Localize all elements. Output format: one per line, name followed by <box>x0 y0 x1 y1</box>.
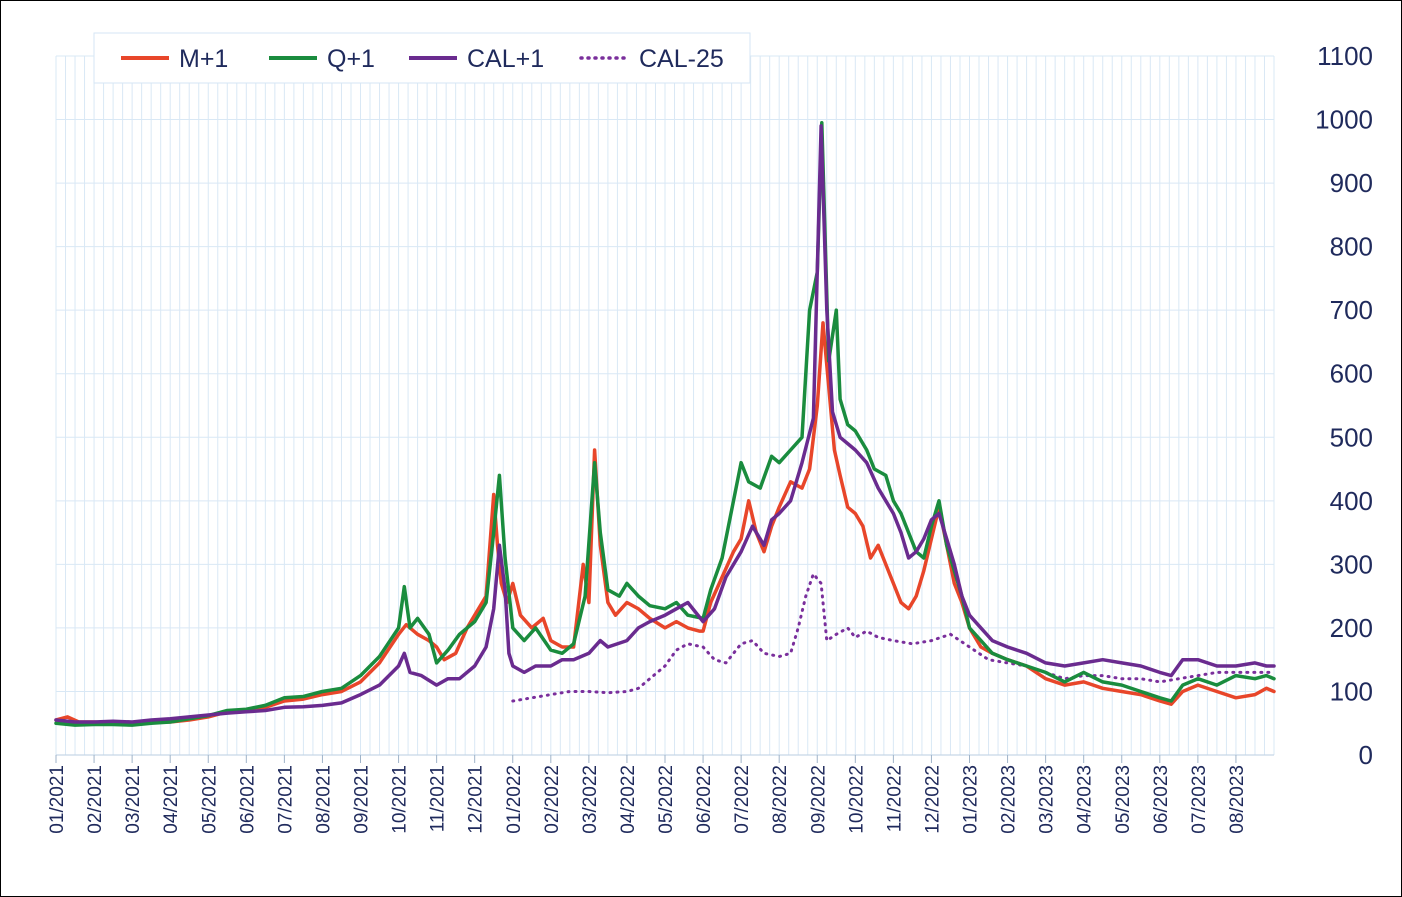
x-tick-label: 10/2021 <box>390 765 411 834</box>
x-tick-label: 11/2021 <box>428 765 449 832</box>
y-tick-label: 400 <box>1330 486 1373 516</box>
x-tick-label: 12/2022 <box>922 765 943 834</box>
x-tick-label: 03/2021 <box>123 765 144 834</box>
legend-label: CAL+1 <box>467 45 544 73</box>
y-tick-label: 1100 <box>1317 41 1373 71</box>
x-tick-label: 10/2022 <box>846 765 867 834</box>
legend-label: CAL-25 <box>639 45 724 73</box>
x-tick-label: 05/2021 <box>199 765 220 834</box>
x-tick-label: 02/2021 <box>85 765 106 834</box>
x-tick-label: 07/2021 <box>275 765 296 834</box>
x-tick-label: 01/2022 <box>504 765 525 834</box>
x-tick-label: 07/2023 <box>1189 765 1210 834</box>
y-tick-label: 800 <box>1330 232 1373 262</box>
x-tick-label: 04/2023 <box>1075 765 1096 834</box>
x-tick-label: 08/2023 <box>1227 765 1248 834</box>
series-line-cal-25 <box>511 572 1276 703</box>
x-tick-label: 01/2023 <box>961 765 982 834</box>
x-tick-label: 01/2021 <box>47 765 68 834</box>
x-tick-label: 02/2022 <box>542 765 563 834</box>
x-tick-label: 05/2022 <box>656 765 677 834</box>
legend-label: M+1 <box>179 45 228 73</box>
legend-label: Q+1 <box>327 45 375 73</box>
x-tick-label: 07/2022 <box>732 765 753 834</box>
x-axis: 01/2021 02/2021 03/2021 04/2021 05/2021 06/20… <box>47 755 1248 834</box>
x-tick-label: 03/2022 <box>580 765 601 834</box>
y-tick-label: 900 <box>1330 168 1373 198</box>
x-tick-label: 09/2021 <box>352 765 373 834</box>
x-tick-label: 09/2022 <box>808 765 829 834</box>
y-tick-label: 700 <box>1330 295 1373 325</box>
x-tick-label: 12/2021 <box>466 765 487 834</box>
series-line-m-1 <box>54 321 1276 725</box>
y-tick-label: 1000 <box>1315 105 1373 135</box>
x-tick-label: 02/2023 <box>999 765 1020 834</box>
x-tick-label: 04/2022 <box>618 765 639 834</box>
chart-grid <box>55 55 1275 756</box>
y-tick-label: 0 <box>1359 740 1373 770</box>
y-tick-label: 100 <box>1330 676 1373 706</box>
x-tick-label: 08/2021 <box>313 765 334 834</box>
chart-legend: M+1 Q+1 CAL+1 CAL-25 <box>93 32 751 84</box>
x-tick-label: 06/2021 <box>237 765 258 834</box>
y-tick-label: 600 <box>1330 359 1373 389</box>
x-tick-label: 05/2023 <box>1113 765 1134 834</box>
y-tick-label: 300 <box>1330 549 1373 579</box>
x-tick-label: 04/2021 <box>161 765 182 834</box>
y-axis: 0 100 200 300 400 500 600 700 800 900 1000 1100 <box>1315 41 1373 770</box>
y-tick-label: 200 <box>1330 613 1373 643</box>
series-line-cal-1 <box>54 124 1276 724</box>
x-tick-label: 03/2023 <box>1037 765 1058 834</box>
x-tick-label: 06/2023 <box>1151 765 1172 834</box>
x-tick-label: 06/2022 <box>694 765 715 834</box>
chart-series <box>54 120 1276 727</box>
y-tick-label: 500 <box>1330 422 1373 452</box>
x-tick-label: 08/2022 <box>770 765 791 834</box>
series-line-q-1 <box>54 120 1276 727</box>
x-tick-label: 11/2022 <box>884 765 905 832</box>
